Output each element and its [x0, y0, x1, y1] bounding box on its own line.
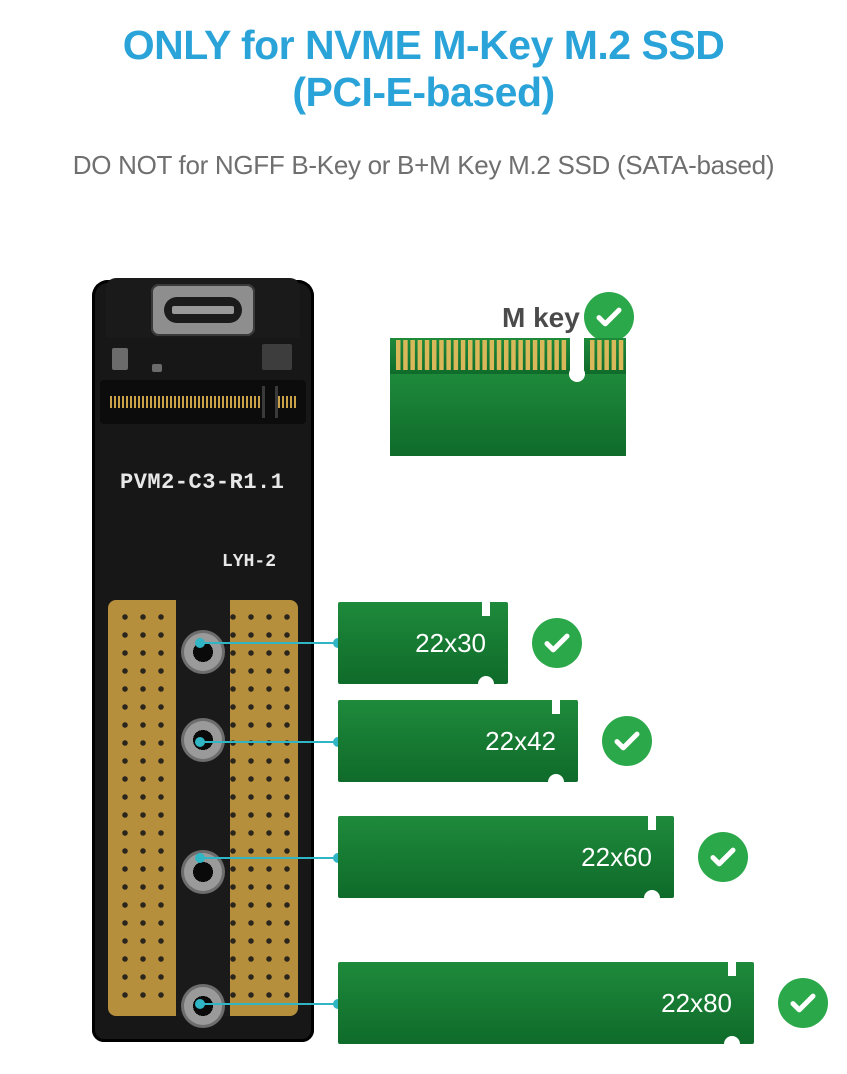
title-line-1: ONLY for NVME M-Key M.2 SSD — [0, 22, 847, 69]
size-check-icon — [602, 716, 652, 766]
leader-line-22x60 — [200, 857, 338, 859]
mkey-connector-card — [390, 338, 626, 456]
ssd-size-bar: 22x60 — [338, 816, 674, 898]
mkey-label: M key — [502, 302, 580, 334]
m2-slot — [100, 380, 306, 424]
title-block: ONLY for NVME M-Key M.2 SSD (PCI-E-based… — [0, 0, 847, 116]
pcb-silk-mark: LYH-2 — [222, 552, 276, 572]
ssd-size-label: 22x60 — [581, 842, 652, 873]
mkey-check-icon — [584, 292, 634, 342]
pcb-silk-model: PVM2-C3-R1.1 — [120, 470, 284, 495]
ssd-size-bar: 22x42 — [338, 700, 578, 782]
pcb-standoff-pad — [108, 600, 298, 1016]
pcb-board: PVM2-C3-R1.1 LYH-2 — [92, 280, 314, 1042]
size-check-icon — [778, 978, 828, 1028]
leader-line-22x42 — [200, 741, 338, 743]
ssd-size-bar: 22x80 — [338, 962, 754, 1044]
size-check-icon — [532, 618, 582, 668]
standoff-hole-2230 — [181, 630, 225, 674]
size-check-icon — [698, 832, 748, 882]
ssd-size-label: 22x42 — [485, 726, 556, 757]
leader-line-22x30 — [200, 642, 338, 644]
usb-c-port — [151, 284, 255, 336]
title-line-2: (PCI-E-based) — [0, 69, 847, 116]
pcb-components — [112, 342, 294, 376]
leader-line-22x80 — [200, 1003, 338, 1005]
ssd-size-label: 22x30 — [415, 628, 486, 659]
ssd-size-bar: 22x30 — [338, 602, 508, 684]
subtitle: DO NOT for NGFF B-Key or B+M Key M.2 SSD… — [0, 150, 847, 181]
ssd-size-label: 22x80 — [661, 988, 732, 1019]
